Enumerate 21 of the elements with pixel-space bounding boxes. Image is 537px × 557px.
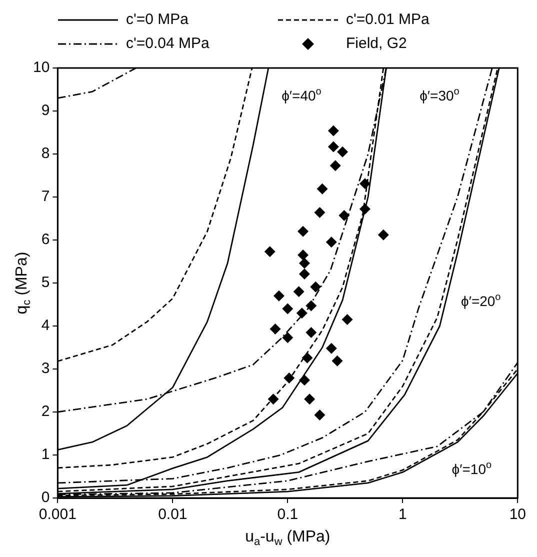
y-tick-label: 7 (41, 188, 50, 206)
y-tick-label: 3 (41, 360, 50, 378)
legend-label: c'=0.01 MPa (346, 11, 430, 28)
legend-label: c'=0 MPa (126, 11, 190, 28)
x-tick-label: 0.01 (158, 506, 188, 524)
y-tick-label: 5 (41, 274, 50, 292)
legend-label: Field, G2 (346, 35, 407, 52)
x-tick-label: 1 (398, 506, 407, 524)
y-tick-label: 9 (41, 102, 50, 120)
legend-label: c'=0.04 MPa (126, 35, 210, 52)
y-tick-label: 10 (32, 59, 50, 76)
y-tick-label: 4 (41, 317, 50, 334)
x-tick-label: 0.001 (38, 506, 76, 524)
y-tick-label: 8 (41, 145, 50, 162)
x-tick-label: 0.1 (277, 506, 298, 524)
x-tick-label: 10 (509, 506, 526, 524)
y-axis-title: qc (MPa) (13, 252, 33, 314)
y-tick-label: 6 (41, 231, 50, 248)
y-tick-label: 0 (41, 489, 50, 506)
y-tick-label: 1 (41, 446, 50, 464)
y-tick-label: 2 (41, 403, 50, 420)
